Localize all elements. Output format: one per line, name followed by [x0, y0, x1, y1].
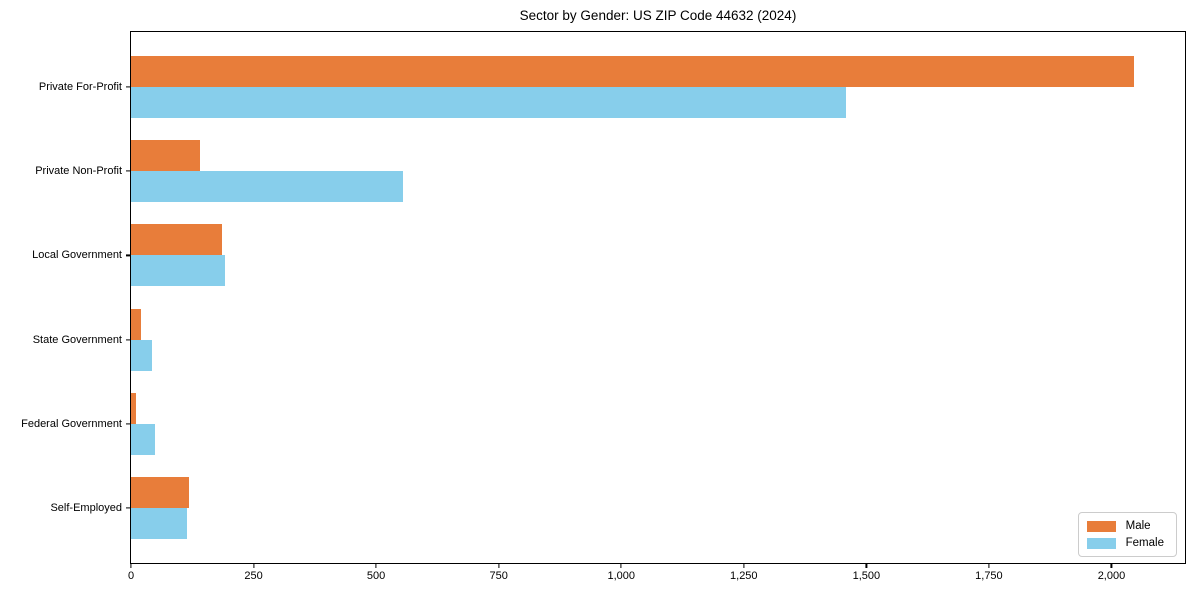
legend-entry-male: Male — [1086, 520, 1164, 532]
y-tick-private-non-profit — [126, 170, 131, 172]
chart-title: Sector by Gender: US ZIP Code 44632 (202… — [519, 8, 797, 23]
bar-female-private-non-profit — [131, 171, 404, 203]
bar-male-private-for-profit — [131, 55, 1134, 87]
x-tick-0 — [130, 563, 132, 568]
x-axis-label-0: 0 — [127, 570, 135, 582]
bar-female-private-for-profit — [131, 86, 846, 118]
bar-male-federal-government — [131, 392, 137, 424]
bar-male-private-non-profit — [131, 140, 200, 172]
bar-female-federal-government — [131, 423, 155, 455]
bar-female-self-employed — [131, 508, 187, 540]
y-tick-local-government — [126, 254, 131, 256]
y-tick-federal-government — [126, 423, 131, 425]
legend: Male Female — [1077, 512, 1177, 557]
bar-female-local-government — [131, 255, 225, 287]
legend-swatch-male — [1086, 520, 1116, 532]
y-tick-state-government — [126, 339, 131, 341]
x-tick-500 — [375, 563, 377, 568]
legend-entry-female: Female — [1086, 537, 1164, 549]
y-axis-label-private-non-profit: Private Non-Profit — [35, 165, 122, 178]
x-tick-750 — [498, 563, 500, 568]
bar-male-self-employed — [131, 477, 189, 509]
x-axis-label-1250: 1,250 — [730, 570, 758, 582]
y-tick-self-employed — [126, 507, 131, 509]
x-axis-label-1500: 1,500 — [852, 570, 881, 582]
plot-area: Male Female Private For-Profit Private Non… — [21, 31, 1186, 582]
legend-label-male: Male — [1125, 520, 1151, 532]
bar-female-state-government — [131, 339, 153, 371]
x-axis-label-1000: 1,000 — [607, 570, 635, 582]
x-axis-label-250: 250 — [244, 570, 263, 582]
y-axis-label-state-government: State Government — [32, 333, 122, 346]
y-axis-label-local-government: Local Government — [32, 249, 122, 262]
x-axis-label-500: 500 — [366, 570, 386, 582]
x-axis-label-750: 750 — [489, 570, 508, 582]
x-axis-label-1750: 1,750 — [975, 570, 1003, 582]
x-axis-label-2000: 2,000 — [1097, 570, 1126, 582]
x-tick-2000 — [1110, 563, 1113, 568]
x-tick-250 — [252, 563, 255, 568]
legend-swatch-female — [1086, 537, 1116, 549]
y-axis-label-self-employed: Self-Employed — [50, 502, 122, 515]
x-tick-1250 — [743, 563, 745, 568]
legend-label-female: Female — [1125, 537, 1164, 549]
y-tick-private-for-profit — [126, 86, 131, 88]
x-tick-1750 — [988, 563, 990, 568]
y-axis-label-federal-government: Federal Government — [21, 417, 122, 430]
bar-male-state-government — [131, 308, 142, 340]
y-axis-label-private-for-profit: Private For-Profit — [38, 80, 122, 93]
bar-male-local-government — [131, 224, 223, 256]
x-tick-1500 — [865, 563, 867, 568]
x-tick-1000 — [620, 563, 622, 568]
